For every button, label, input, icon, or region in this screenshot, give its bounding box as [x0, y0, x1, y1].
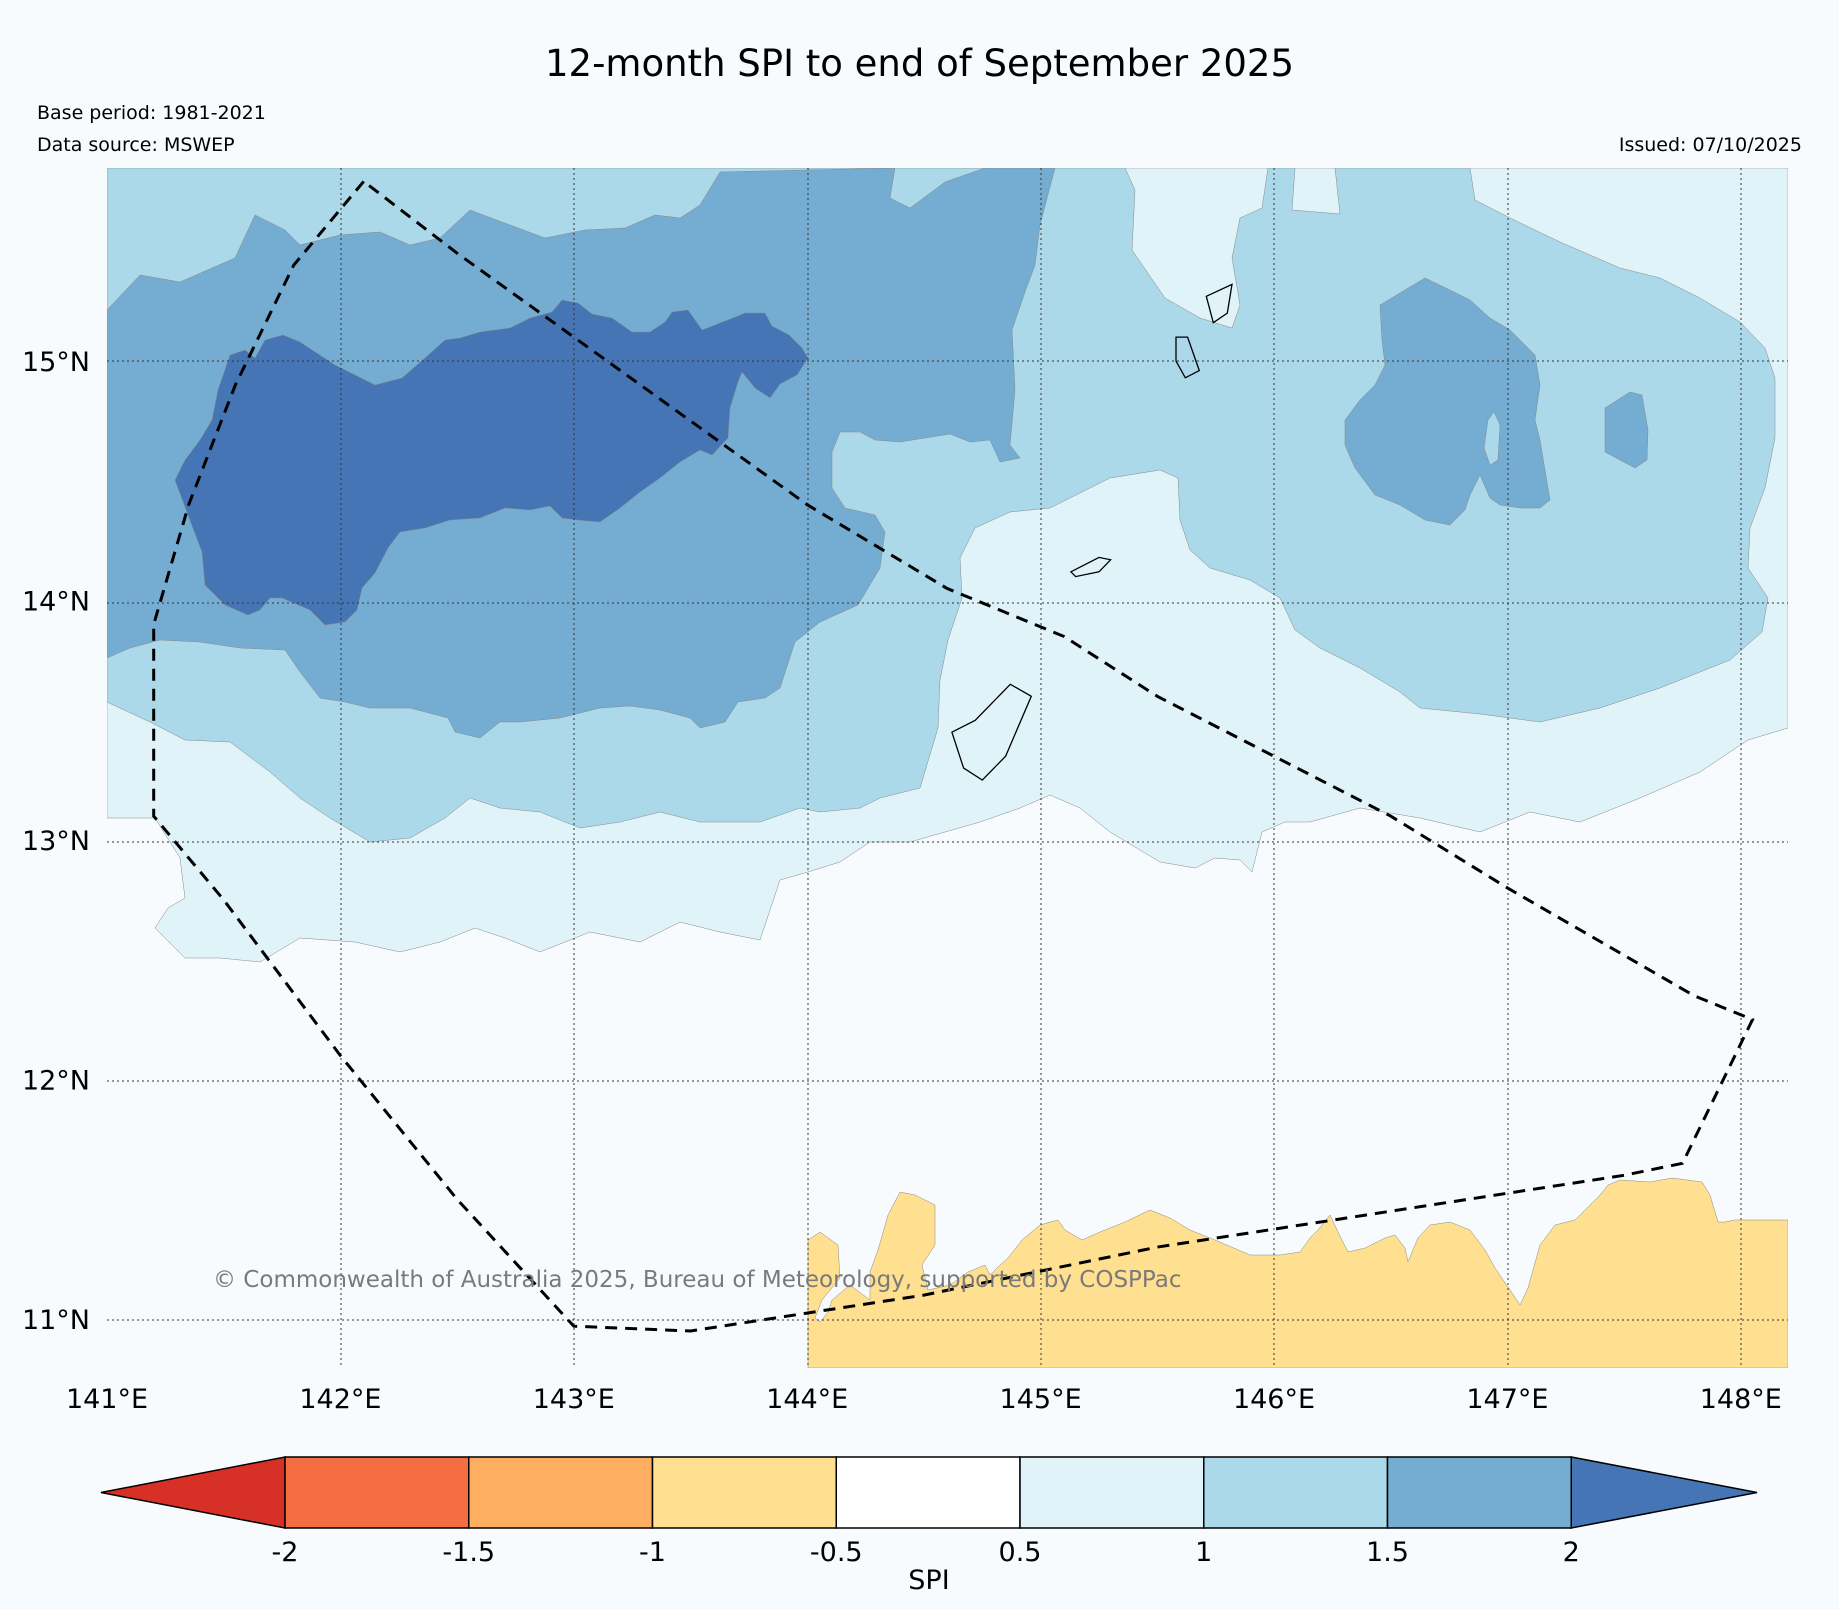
spi-colorbar: -2 -1.5 -1 -0.5 0.5 1 1.5 2: [100, 1456, 1758, 1568]
colorbar-bin: [651, 1456, 837, 1529]
spi-zone-gt2: [174, 299, 809, 626]
data-source: Data source: MSWEP: [37, 134, 235, 156]
island-outline: [1175, 336, 1201, 379]
colorbar-tick-label: 0.5: [999, 1537, 1042, 1568]
colorbar-bin: [284, 1456, 470, 1529]
lon-tick-label: 147°E: [1466, 1384, 1548, 1415]
colorbar-tick-label: 1: [1195, 1537, 1212, 1568]
spi-patch-1.5-2-east: [1604, 391, 1649, 469]
islands: [951, 283, 1233, 781]
lon-tick-labels: 141°E 142°E 143°E 144°E 145°E 146°E 147°E 148°E: [66, 1384, 1782, 1415]
colorbar-bin: [1203, 1456, 1389, 1529]
colorbar-bin: [835, 1456, 1021, 1529]
colorbar-tick-label: 2: [1563, 1537, 1580, 1568]
island-outline: [951, 683, 1033, 781]
lat-tick-label: 14°N: [22, 587, 90, 618]
colorbar-bin: [1019, 1456, 1205, 1529]
colorbar-tick-label: -1.5: [442, 1537, 495, 1568]
island-outline: [1069, 556, 1112, 578]
colorbar-tick-label: -0.5: [810, 1537, 863, 1568]
copyright-text: © Commonwealth of Australia 2025, Bureau…: [213, 1267, 1182, 1293]
spi-patch-light-hole: [1483, 411, 1501, 466]
eez-boundary: [152, 180, 1755, 1333]
colorbar-bin: [1386, 1456, 1572, 1529]
lat-tick-label: 13°N: [22, 826, 90, 857]
map-plot-area: © Commonwealth of Australia 2025, Bureau…: [107, 168, 1788, 1368]
spi-patch-gt2-small: [1344, 277, 1551, 526]
map-title: 12-month SPI to end of September 2025: [545, 42, 1294, 85]
colorbar-extend-high: [1570, 1456, 1758, 1529]
colorbar-tick-label: -1: [639, 1537, 666, 1568]
island-outline: [1205, 283, 1233, 324]
colorbar-bin: [468, 1456, 654, 1529]
colorbar-tick-label: -2: [272, 1537, 299, 1568]
colorbar-title: SPI: [908, 1565, 949, 1596]
lon-tick-label: 142°E: [299, 1384, 381, 1415]
lon-tick-label: 143°E: [533, 1384, 615, 1415]
colorbar-extend-low: [100, 1456, 286, 1529]
lon-tick-label: 144°E: [766, 1384, 848, 1415]
lon-tick-label: 145°E: [1000, 1384, 1082, 1415]
issued-date: Issued: 07/10/2025: [1618, 134, 1802, 156]
graticule: [107, 168, 1788, 1368]
lon-tick-label: 148°E: [1700, 1384, 1782, 1415]
lat-tick-labels: 15°N 14°N 13°N 12°N 11°N: [22, 347, 90, 1336]
lat-tick-label: 11°N: [22, 1305, 90, 1336]
lat-tick-label: 12°N: [22, 1066, 90, 1097]
lon-tick-label: 146°E: [1233, 1384, 1315, 1415]
colorbar-tick-label: 1.5: [1366, 1537, 1409, 1568]
base-period: Base period: 1981-2021: [37, 102, 266, 124]
lon-tick-label: 141°E: [66, 1384, 148, 1415]
lat-tick-label: 15°N: [22, 347, 90, 378]
